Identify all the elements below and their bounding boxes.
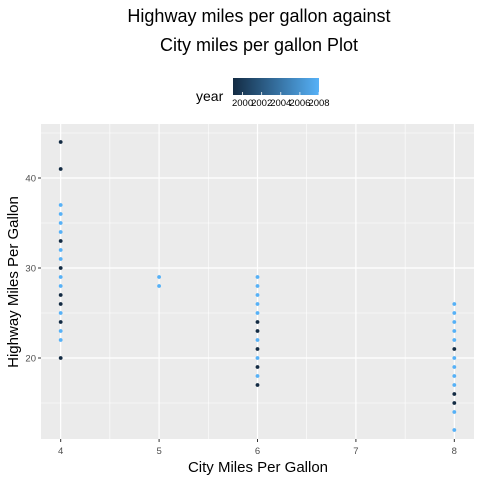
data-point: [452, 383, 457, 387]
data-point: [255, 275, 260, 279]
data-point: [58, 221, 63, 225]
legend-title: year: [196, 88, 224, 104]
data-point: [58, 140, 63, 144]
data-point: [255, 365, 260, 369]
data-point: [452, 320, 457, 324]
x-tick-label: 6: [255, 446, 260, 457]
legend-tick-label: 2008: [308, 98, 329, 109]
data-point: [58, 167, 63, 171]
chart-title-line-2: City miles per gallon Plot: [160, 35, 358, 55]
data-point: [58, 338, 63, 342]
legend-colorbar: [233, 78, 319, 95]
data-point: [255, 284, 260, 288]
data-point: [452, 428, 457, 432]
data-point: [452, 356, 457, 360]
data-point: [452, 311, 457, 315]
data-point: [58, 248, 63, 252]
data-points: [58, 140, 457, 432]
x-tick-label: 8: [452, 446, 457, 457]
data-point: [452, 401, 457, 405]
data-point: [255, 338, 260, 342]
chart-title-line-1: Highway miles per gallon against: [127, 6, 390, 26]
data-point: [255, 320, 260, 324]
data-point: [452, 338, 457, 342]
data-point: [255, 311, 260, 315]
data-point: [58, 203, 63, 207]
legend-tick-label: 2000: [232, 98, 253, 109]
y-tick-label: 30: [25, 264, 36, 275]
data-point: [58, 239, 63, 243]
data-point: [255, 383, 260, 387]
axis-ticks: 4 5 6 7 8 20 30 40: [25, 174, 457, 458]
data-point: [452, 347, 457, 351]
x-tick-label: 5: [156, 446, 161, 457]
data-point: [255, 347, 260, 351]
data-point: [58, 329, 63, 333]
y-axis-title: Highway Miles Per Gallon: [5, 196, 22, 368]
data-point: [58, 302, 63, 306]
data-point: [58, 356, 63, 360]
data-point: [452, 410, 457, 414]
legend-tick-label: 2002: [251, 98, 272, 109]
data-point: [58, 212, 63, 216]
legend-tick-label: 2004: [270, 98, 291, 109]
data-point: [58, 320, 63, 324]
data-point: [58, 257, 63, 261]
data-point: [157, 275, 161, 279]
data-point: [452, 329, 457, 333]
x-tick-label: 4: [58, 446, 63, 457]
x-axis-title: City Miles Per Gallon: [188, 459, 328, 476]
y-tick-label: 20: [25, 354, 36, 365]
data-point: [58, 275, 63, 279]
x-tick-label: 7: [353, 446, 358, 457]
data-point: [58, 230, 63, 234]
grid-lines: [41, 124, 474, 439]
data-point: [255, 356, 260, 360]
data-point: [255, 302, 260, 306]
data-point: [255, 374, 260, 378]
data-point: [58, 266, 63, 270]
y-tick-label: 40: [25, 174, 36, 185]
data-point: [58, 311, 63, 315]
data-point: [58, 293, 63, 297]
legend-tick-label: 2006: [289, 98, 310, 109]
data-point: [58, 284, 63, 288]
data-point: [452, 302, 457, 306]
data-point: [255, 293, 260, 297]
data-point: [255, 329, 260, 333]
data-point: [157, 284, 161, 288]
data-point: [452, 392, 457, 396]
data-point: [452, 374, 457, 378]
data-point: [452, 365, 457, 369]
